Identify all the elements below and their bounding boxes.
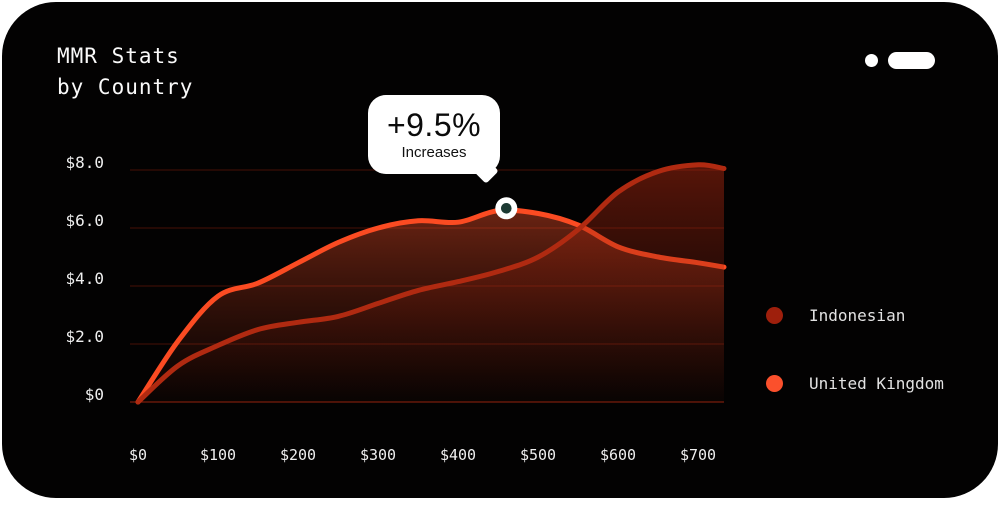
y-tick-label: $2.0	[65, 327, 104, 346]
y-tick-label: $4.0	[65, 269, 104, 288]
marker-dot-icon	[501, 203, 512, 214]
window-pill-icon[interactable]	[888, 52, 935, 69]
legend-dot-icon	[766, 374, 783, 392]
x-tick-label: $500	[519, 446, 557, 464]
y-tick-label: $8.0	[65, 153, 104, 172]
x-tick-label: $200	[279, 446, 317, 464]
legend-item-label: United Kingdom	[809, 373, 944, 393]
app-panel: MMR Stats by Country $0 $2.0 $4.0 $6.0 $8.0 $…	[2, 2, 998, 498]
page-title-line1: MMR Stats	[57, 44, 180, 68]
tooltip-value: +9.5%	[386, 107, 482, 143]
legend: Indonesian United Kingdom	[766, 305, 944, 393]
legend-item-label: Indonesian	[809, 305, 906, 325]
series-line-indonesian	[135, 162, 727, 405]
chart-canvas[interactable]	[2, 2, 998, 498]
y-tick-label: $0	[84, 385, 104, 404]
x-tick-label: $100	[199, 446, 237, 464]
page-title: MMR Stats by Country	[57, 41, 193, 103]
legend-item-indonesian[interactable]: Indonesian	[766, 305, 944, 325]
legend-item-united-kingdom[interactable]: United Kingdom	[766, 373, 944, 393]
x-tick-label: $300	[359, 446, 397, 464]
tooltip: +9.5% Increases	[368, 95, 500, 174]
legend-dot-icon	[766, 306, 783, 324]
x-tick-label: $0	[128, 446, 148, 464]
x-tick-label: $700	[679, 446, 717, 464]
tooltip-label: Increases	[401, 144, 467, 161]
window-dot-icon[interactable]	[865, 54, 878, 67]
x-tick-label: $400	[439, 446, 477, 464]
x-tick-label: $600	[599, 446, 637, 464]
page-title-line2: by Country	[57, 75, 194, 99]
series-area-indonesian	[138, 164, 724, 402]
y-tick-label: $6.0	[65, 211, 104, 230]
